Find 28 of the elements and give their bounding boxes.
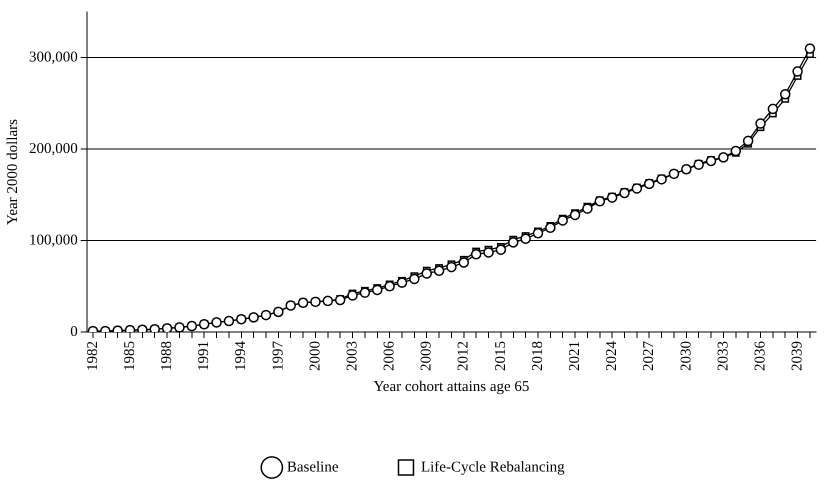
x-tick-label: 2033 [715, 341, 732, 371]
legend-label: Baseline [286, 459, 339, 476]
x-tick-label: 2027 [641, 340, 658, 371]
x-tick-label: 1991 [196, 341, 212, 371]
x-tick-label: 2021 [567, 341, 583, 371]
y-tick-label: 300,000 [29, 50, 78, 66]
x-tick-label: 2024 [604, 340, 620, 371]
x-tick-label: 2012 [456, 341, 472, 371]
x-tick-label: 2030 [678, 341, 694, 371]
y-axis-title: Year 2000 dollars [4, 118, 21, 225]
x-tick-label: 1982 [84, 341, 101, 371]
x-tick-label: 2009 [418, 341, 435, 371]
y-tick-label: 100,000 [29, 232, 78, 249]
x-tick-label: 1997 [270, 340, 286, 371]
y-tick-label: 200,000 [29, 141, 78, 158]
x-tick-label: 2015 [492, 341, 509, 371]
x-tick-label: 2018 [530, 341, 546, 371]
x-tick-label: 2039 [790, 341, 806, 371]
y-tick-label: 0 [70, 324, 78, 340]
x-tick-label: 2000 [307, 341, 324, 371]
x-tick-label: 1985 [122, 341, 138, 371]
x-tick-label: 2006 [382, 340, 398, 371]
x-tick-label: 1988 [159, 341, 176, 371]
x-tick-label: 2036 [752, 340, 768, 371]
legend-label: Life-Cycle Rebalancing [420, 459, 566, 476]
x-axis-title: Year cohort attains age 65 [373, 378, 530, 395]
x-tick-label: 1994 [233, 340, 250, 371]
x-tick-label: 2003 [344, 341, 360, 371]
